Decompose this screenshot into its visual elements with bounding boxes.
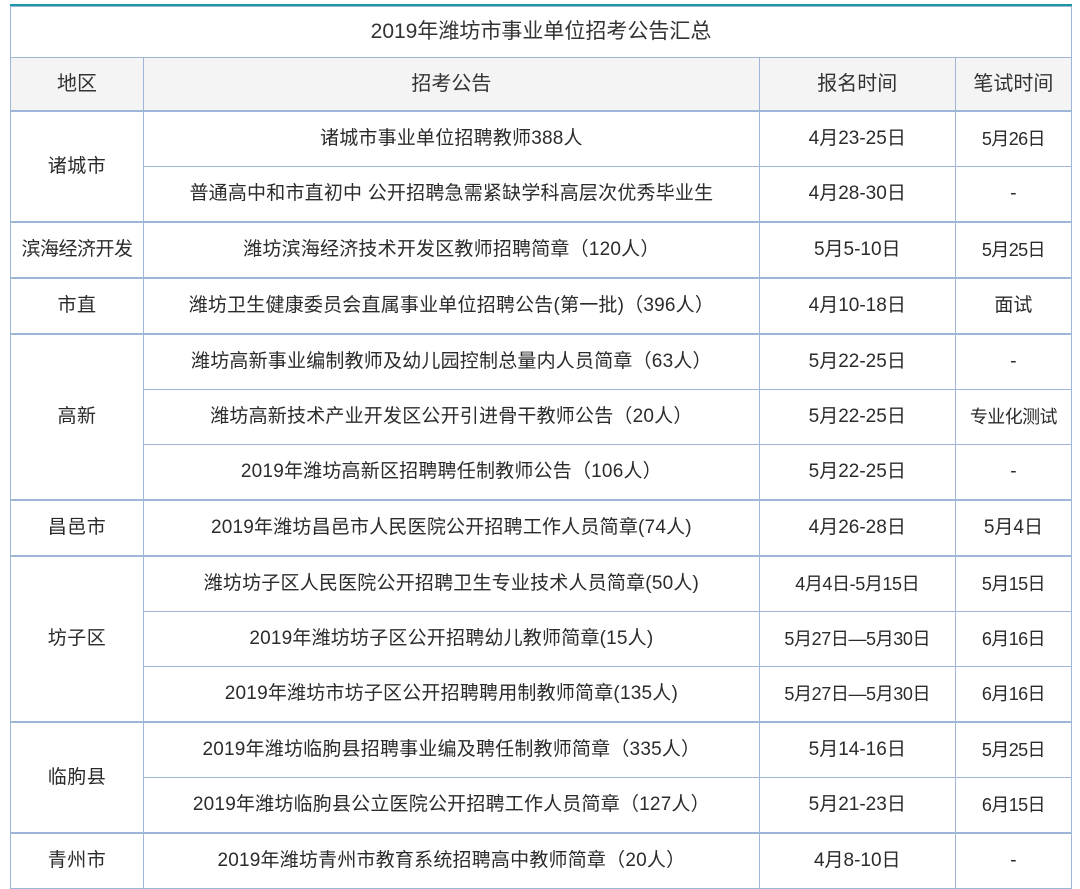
region-cell: 滨海经济开发 xyxy=(9,221,145,279)
region-cell: 市直 xyxy=(9,277,145,335)
signup-time-cell: 5月27日—5月30日 xyxy=(758,666,956,723)
table-row: 2019年潍坊临朐县公立医院公开招聘工作人员简章（127人） 5月21-23日 6月… xyxy=(11,777,1073,834)
table-row: 诸城市 诸城市事业单位招聘教师388人 4月23-25日 5月26日 xyxy=(9,110,1073,223)
region-cell: 青州市 xyxy=(9,832,145,889)
column-header-region: 地区 xyxy=(9,57,145,112)
notice-link[interactable]: 普通高中和市直初中 公开招聘急需紧缺学科高层次优秀毕业生 xyxy=(143,166,760,223)
table-row: 昌邑市 2019年潍坊昌邑市人民医院公开招聘工作人员简章(74人) 4月26-28日… xyxy=(9,499,1073,557)
signup-time-cell: 4月10-18日 xyxy=(758,277,956,335)
signup-time-cell: 4月28-30日 xyxy=(758,166,956,223)
notice-link[interactable]: 潍坊坊子区人民医院公开招聘卫生专业技术人员简章(50人) xyxy=(143,555,760,612)
notice-link[interactable]: 潍坊卫生健康委员会直属事业单位招聘公告(第一批)（396人） xyxy=(143,277,760,335)
announcement-table: 2019年潍坊市事业单位招考公告汇总 地区 招考公告 报名时间 笔试时间 诸城市 诸城市事业… xyxy=(9,6,1073,889)
exam-time-cell: 5月25日 xyxy=(954,721,1073,778)
notice-link[interactable]: 2019年潍坊临朐县招聘事业编及聘任制教师简章（335人） xyxy=(143,721,760,778)
signup-time-cell: 5月14-16日 xyxy=(758,721,956,778)
table-row: 潍坊高新技术产业开发区公开引进骨干教师公告（20人） 5月22-25日 专业化测试 xyxy=(11,389,1073,445)
region-cell: 临朐县 xyxy=(9,721,145,834)
exam-time-cell: 专业化测试 xyxy=(954,389,1073,445)
exam-time-cell: 6月16日 xyxy=(954,611,1073,667)
column-header-exam-time: 笔试时间 xyxy=(954,57,1073,112)
notice-link[interactable]: 2019年潍坊坊子区公开招聘幼儿教师简章(15人) xyxy=(143,611,760,667)
table-row: 2019年潍坊坊子区公开招聘幼儿教师简章(15人) 5月27日—5月30日 6月16… xyxy=(11,611,1073,667)
signup-time-cell: 5月22-25日 xyxy=(758,333,956,390)
table-row: 2019年潍坊高新区招聘聘任制教师公告（106人） 5月22-25日 - xyxy=(11,444,1073,501)
signup-time-cell: 5月22-25日 xyxy=(758,444,956,501)
exam-time-cell: 6月15日 xyxy=(954,777,1073,834)
table-row: 滨海经济开发 潍坊滨海经济技术开发区教师招聘简章（120人） 5月5-10日 5月25… xyxy=(9,221,1073,279)
exam-time-cell: 5月26日 xyxy=(954,110,1073,167)
notice-link[interactable]: 潍坊高新事业编制教师及幼儿园控制总量内人员简章（63人） xyxy=(143,333,760,390)
exam-time-cell: 5月15日 xyxy=(954,555,1073,612)
signup-time-cell: 5月5-10日 xyxy=(758,221,956,279)
exam-time-cell: 6月16日 xyxy=(954,666,1073,723)
table-row: 2019年潍坊市坊子区公开招聘聘用制教师简章(135人) 5月27日—5月30日 6… xyxy=(11,666,1073,723)
exam-time-cell: - xyxy=(954,444,1073,501)
column-header-notice: 招考公告 xyxy=(143,57,760,112)
signup-time-cell: 5月21-23日 xyxy=(758,777,956,834)
region-cell: 诸城市 xyxy=(9,110,145,223)
column-header-signup-time: 报名时间 xyxy=(758,57,956,112)
notice-link[interactable]: 诸城市事业单位招聘教师388人 xyxy=(143,110,760,167)
notice-link[interactable]: 2019年潍坊市坊子区公开招聘聘用制教师简章(135人) xyxy=(143,666,760,723)
table-row: 高新 潍坊高新事业编制教师及幼儿园控制总量内人员简章（63人） 5月22-25日 - xyxy=(9,333,1073,501)
exam-time-cell: 5月4日 xyxy=(954,499,1073,557)
notice-link[interactable]: 2019年潍坊高新区招聘聘任制教师公告（106人） xyxy=(143,444,760,501)
table-title-row: 2019年潍坊市事业单位招考公告汇总 xyxy=(10,6,1072,58)
signup-time-cell: 4月4日-5月15日 xyxy=(758,555,956,612)
signup-time-cell: 4月23-25日 xyxy=(758,110,956,167)
exam-time-cell: 面试 xyxy=(954,277,1073,335)
table-row: 临朐县 2019年潍坊临朐县招聘事业编及聘任制教师简章（335人） 5月14-16日… xyxy=(9,721,1073,834)
region-cell: 坊子区 xyxy=(9,555,145,723)
notice-link[interactable]: 2019年潍坊临朐县公立医院公开招聘工作人员简章（127人） xyxy=(143,777,760,834)
notice-link[interactable]: 潍坊滨海经济技术开发区教师招聘简章（120人） xyxy=(143,221,760,279)
exam-time-cell: - xyxy=(954,832,1073,889)
table-header-row: 地区 招考公告 报名时间 笔试时间 xyxy=(9,57,1073,112)
notice-link[interactable]: 2019年潍坊青州市教育系统招聘高中教师简章（20人） xyxy=(143,832,760,889)
signup-time-cell: 5月27日—5月30日 xyxy=(758,611,956,667)
exam-time-cell: - xyxy=(954,166,1073,223)
signup-time-cell: 4月26-28日 xyxy=(758,499,956,557)
notice-link[interactable]: 潍坊高新技术产业开发区公开引进骨干教师公告（20人） xyxy=(143,389,760,445)
table-row: 坊子区 潍坊坊子区人民医院公开招聘卫生专业技术人员简章(50人) 4月4日-5月15… xyxy=(9,555,1073,723)
signup-time-cell: 5月22-25日 xyxy=(758,389,956,445)
region-cell: 高新 xyxy=(9,333,145,501)
table-row: 市直 潍坊卫生健康委员会直属事业单位招聘公告(第一批)（396人） 4月10-18日… xyxy=(9,277,1073,335)
signup-time-cell: 4月8-10日 xyxy=(758,832,956,889)
exam-time-cell: - xyxy=(954,333,1073,390)
announcement-table-container: 2019年潍坊市事业单位招考公告汇总 地区 招考公告 报名时间 笔试时间 诸城市 诸城市事业… xyxy=(9,6,1073,889)
exam-time-cell: 5月25日 xyxy=(954,221,1073,279)
region-cell: 昌邑市 xyxy=(9,499,145,557)
notice-link[interactable]: 2019年潍坊昌邑市人民医院公开招聘工作人员简章(74人) xyxy=(143,499,760,557)
table-row: 普通高中和市直初中 公开招聘急需紧缺学科高层次优秀毕业生 4月28-30日 - xyxy=(11,166,1073,223)
table-row: 青州市 2019年潍坊青州市教育系统招聘高中教师简章（20人） 4月8-10日 - xyxy=(9,832,1073,889)
table-title: 2019年潍坊市事业单位招考公告汇总 xyxy=(10,6,1072,58)
